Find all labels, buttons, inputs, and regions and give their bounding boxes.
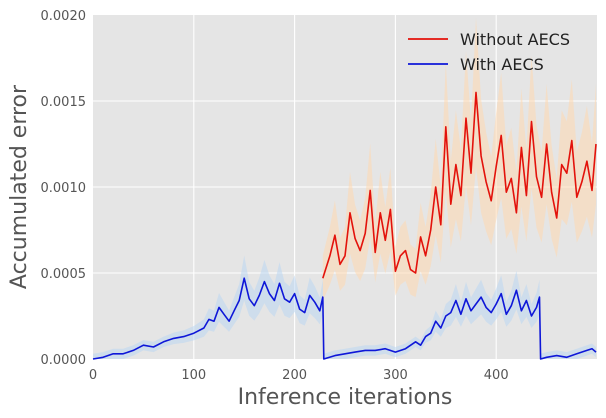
band-with-aecs — [93, 255, 596, 359]
x-axis-label: Inference iterations — [238, 385, 453, 410]
y-tick-label: 0.0005 — [41, 267, 87, 282]
y-tick-label: 0.0015 — [41, 95, 87, 110]
y-tick-label: 0.0020 — [41, 9, 87, 24]
legend-label-with-aecs: With AECS — [460, 55, 544, 74]
series-line-without-aecs — [322, 91, 597, 279]
y-tick-label: 0.0000 — [41, 353, 87, 368]
series-line-with-aecs — [92, 277, 597, 360]
x-tick-label: 200 — [282, 368, 307, 383]
legend: Without AECS With AECS — [408, 30, 570, 74]
x-axis-ticks: 0 100 200 300 400 — [89, 368, 509, 383]
y-tick-label: 0.0010 — [41, 181, 87, 196]
y-axis-ticks: 0.0000 0.0005 0.0010 0.0015 0.0020 — [41, 9, 87, 368]
series-lines — [92, 91, 597, 360]
confidence-bands — [93, 17, 596, 359]
x-tick-label: 400 — [484, 368, 509, 383]
band-without-aecs — [322, 17, 596, 301]
x-tick-label: 100 — [181, 368, 206, 383]
legend-label-without-aecs: Without AECS — [460, 30, 570, 49]
x-tick-label: 0 — [89, 368, 97, 383]
x-tick-label: 300 — [383, 368, 408, 383]
y-axis-label: Accumulated error — [7, 84, 32, 289]
